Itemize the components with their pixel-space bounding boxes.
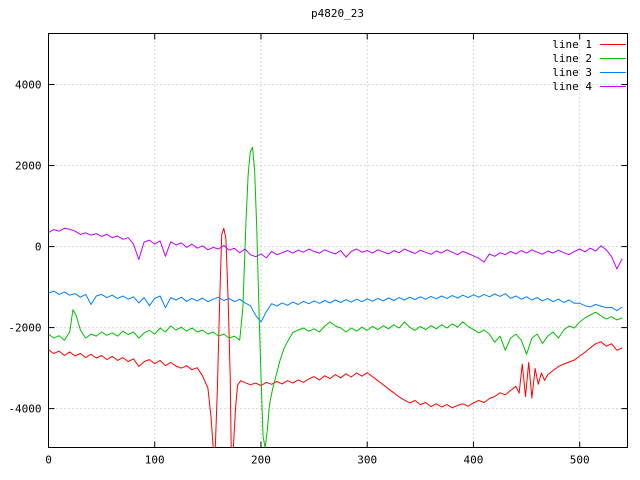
x-tick-label: 100 <box>145 454 165 467</box>
y-tick-label: 4000 <box>15 79 42 92</box>
series-line-1 <box>48 227 623 448</box>
x-tick-label: 0 <box>45 454 52 467</box>
legend-label: line 3 <box>552 66 592 79</box>
legend-entry-4: line 4 <box>552 81 626 92</box>
legend: line 1 line 2 line 3 line 4 <box>552 39 626 92</box>
legend-entry-2: line 2 <box>552 53 626 64</box>
series-line-4 <box>48 227 623 270</box>
legend-line-sample <box>600 58 626 59</box>
chart-title: p4820_23 <box>311 7 364 20</box>
series-line-2 <box>48 146 623 448</box>
y-tick-label: 2000 <box>15 160 42 173</box>
x-tick-label: 500 <box>570 454 590 467</box>
x-tick-label: 400 <box>464 454 484 467</box>
legend-label: line 4 <box>552 80 592 93</box>
legend-line-sample <box>600 86 626 87</box>
legend-line-sample <box>600 72 626 73</box>
legend-label: line 2 <box>552 52 592 65</box>
plot-border <box>48 33 628 448</box>
x-tick-label: 200 <box>251 454 271 467</box>
legend-entry-3: line 3 <box>552 67 626 78</box>
legend-label: line 1 <box>552 38 592 51</box>
legend-entry-1: line 1 <box>552 39 626 50</box>
y-tick-label: -4000 <box>8 403 41 416</box>
y-tick-label: 0 <box>35 241 42 254</box>
y-tick-label: -2000 <box>8 322 41 335</box>
series-line-3 <box>48 290 623 323</box>
x-tick-label: 300 <box>357 454 377 467</box>
legend-line-sample <box>600 44 626 45</box>
